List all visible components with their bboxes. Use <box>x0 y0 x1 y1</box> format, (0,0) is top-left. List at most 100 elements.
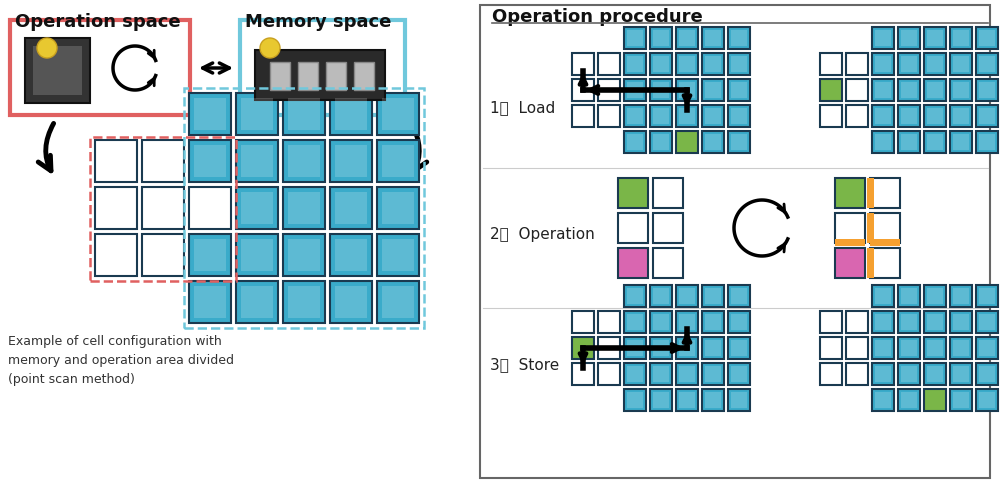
Bar <box>236 187 278 229</box>
Bar <box>728 363 750 385</box>
Bar <box>870 248 900 278</box>
Bar <box>846 337 868 359</box>
Bar <box>653 213 683 243</box>
Circle shape <box>37 38 57 58</box>
Bar <box>820 79 842 101</box>
Bar <box>382 240 414 270</box>
Bar <box>820 363 842 385</box>
Bar <box>679 56 695 72</box>
Bar <box>653 392 669 408</box>
Bar <box>870 178 900 208</box>
Bar <box>872 105 894 127</box>
Bar <box>627 314 643 330</box>
Bar <box>979 392 995 408</box>
Bar <box>898 389 920 411</box>
Text: Example of cell configuration with
memory and operation area divided
(point scan: Example of cell configuration with memor… <box>8 335 234 386</box>
Bar <box>820 105 842 127</box>
Bar <box>288 286 320 317</box>
Bar <box>924 79 946 101</box>
Bar <box>653 56 669 72</box>
Bar <box>618 248 648 278</box>
Bar <box>924 53 946 75</box>
Bar <box>288 192 320 224</box>
Bar <box>901 134 917 150</box>
Bar <box>924 337 946 359</box>
Bar <box>927 134 943 150</box>
Bar <box>283 234 325 276</box>
Bar <box>702 337 724 359</box>
Bar <box>241 99 273 129</box>
Bar <box>979 366 995 382</box>
Bar <box>90 137 236 281</box>
Bar <box>846 79 868 101</box>
Bar <box>627 134 643 150</box>
Bar <box>976 105 998 127</box>
Bar <box>901 108 917 124</box>
Bar <box>979 134 995 150</box>
Bar <box>901 366 917 382</box>
Bar <box>953 340 969 356</box>
Bar <box>872 53 894 75</box>
Bar <box>650 311 672 333</box>
Bar <box>901 30 917 46</box>
Bar <box>728 27 750 49</box>
Bar <box>236 281 278 323</box>
Bar <box>194 286 226 317</box>
Bar <box>705 134 721 150</box>
Bar <box>950 285 972 307</box>
Bar <box>702 53 724 75</box>
Bar <box>950 389 972 411</box>
Bar <box>898 79 920 101</box>
Bar <box>627 288 643 304</box>
Bar <box>950 27 972 49</box>
Bar <box>846 311 868 333</box>
Bar <box>676 285 698 307</box>
Bar <box>875 288 891 304</box>
Bar <box>846 363 868 385</box>
Bar <box>953 314 969 330</box>
Bar <box>953 82 969 98</box>
Bar <box>10 20 190 115</box>
Bar <box>679 30 695 46</box>
Bar <box>924 105 946 127</box>
Bar <box>189 93 231 135</box>
Bar <box>702 131 724 153</box>
Bar <box>870 213 900 243</box>
Bar <box>676 311 698 333</box>
Bar <box>95 140 137 182</box>
Bar <box>953 134 969 150</box>
Bar <box>901 82 917 98</box>
Bar <box>898 27 920 49</box>
Bar <box>676 27 698 49</box>
Bar <box>835 213 865 243</box>
Bar <box>898 363 920 385</box>
Bar <box>377 187 419 229</box>
Bar <box>976 53 998 75</box>
Bar <box>953 30 969 46</box>
Bar <box>924 363 946 385</box>
Text: 2．  Operation: 2． Operation <box>490 227 595 242</box>
Bar <box>335 192 367 224</box>
Bar <box>618 213 648 243</box>
Text: 3．  Store: 3． Store <box>490 357 559 372</box>
Bar <box>702 389 724 411</box>
Bar <box>976 285 998 307</box>
Bar <box>270 62 290 90</box>
Bar <box>979 340 995 356</box>
Bar <box>872 389 894 411</box>
Bar <box>653 178 683 208</box>
Bar <box>676 53 698 75</box>
Bar <box>184 88 424 328</box>
Bar <box>898 285 920 307</box>
Bar <box>624 105 646 127</box>
Text: Operation space: Operation space <box>15 13 181 31</box>
Bar <box>846 53 868 75</box>
Bar <box>872 27 894 49</box>
Bar <box>679 108 695 124</box>
Bar <box>731 366 747 382</box>
Bar <box>676 131 698 153</box>
Bar <box>650 27 672 49</box>
Bar <box>875 366 891 382</box>
Bar <box>241 192 273 224</box>
Bar <box>731 340 747 356</box>
